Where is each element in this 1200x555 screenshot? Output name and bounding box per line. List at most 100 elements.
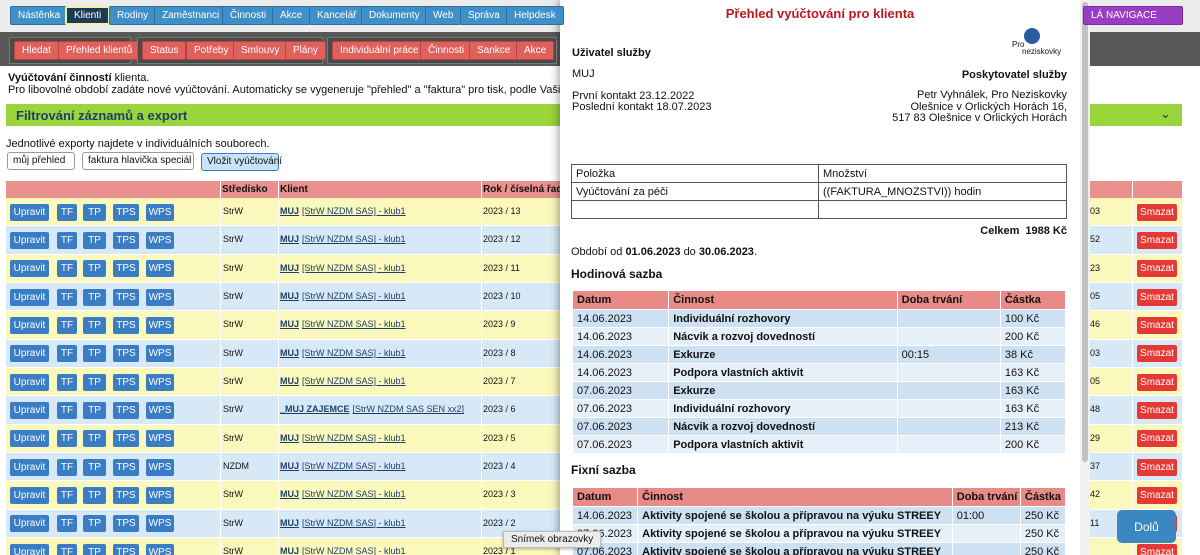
row-button[interactable]: TF xyxy=(57,543,77,555)
row-button[interactable]: TPS xyxy=(113,458,139,476)
row-button[interactable]: TP xyxy=(83,430,106,448)
client-name[interactable]: MUJ xyxy=(280,376,300,387)
row-button[interactable]: WPS xyxy=(146,345,174,363)
sub-nav-button[interactable]: Potřeby xyxy=(186,41,237,60)
delete-button[interactable]: Smazat xyxy=(1137,401,1177,419)
row-button[interactable]: TPS xyxy=(113,203,139,221)
insert-button[interactable]: Vložit vyúčtování xyxy=(201,153,282,171)
sub-nav-button[interactable]: Přehled klientů xyxy=(58,41,141,60)
row-button[interactable]: Upravit xyxy=(10,458,49,476)
row-button[interactable]: TF xyxy=(57,486,77,504)
nav-toggle-button[interactable]: LÁ NAVIGACE xyxy=(1083,6,1183,25)
client-cell[interactable]: _MUJ ZAJEMCE [StrW NZDM SAS SEN xx2] xyxy=(280,404,464,414)
client-detail[interactable]: [StrW NZDM SAS] - klub1 xyxy=(302,517,406,528)
row-button[interactable]: TPS xyxy=(113,486,139,504)
sub-nav-button[interactable]: Sankce xyxy=(469,41,519,60)
row-button[interactable]: TPS xyxy=(113,345,139,363)
delete-button[interactable]: Smazat xyxy=(1137,288,1177,306)
row-button[interactable]: TF xyxy=(57,260,77,278)
client-detail[interactable]: [StrW NZDM SAS] - klub1 xyxy=(302,291,406,302)
row-button[interactable]: Upravit xyxy=(10,401,49,419)
row-button[interactable]: WPS xyxy=(146,373,174,391)
client-detail[interactable]: [StrW NZDM SAS] - klub1 xyxy=(302,432,406,443)
delete-button[interactable]: Smazat xyxy=(1137,203,1177,221)
client-name[interactable]: MUJ xyxy=(280,546,300,555)
row-button[interactable]: TP xyxy=(83,515,106,533)
row-button[interactable]: TPS xyxy=(113,401,139,419)
row-button[interactable]: TP xyxy=(83,458,106,476)
scroll-down-button[interactable]: Dolů xyxy=(1117,510,1176,543)
client-cell[interactable]: MUJ [StrW NZDM SAS] - klub1 xyxy=(280,433,406,443)
row-button[interactable]: TP xyxy=(83,316,106,334)
row-button[interactable]: TPS xyxy=(113,288,139,306)
client-name[interactable]: MUJ xyxy=(280,489,300,500)
row-button[interactable]: WPS xyxy=(146,260,174,278)
client-cell[interactable]: MUJ [StrW NZDM SAS] - klub1 xyxy=(280,206,406,216)
client-name[interactable]: MUJ xyxy=(280,206,300,217)
row-button[interactable]: TPS xyxy=(113,543,139,555)
row-button[interactable]: Upravit xyxy=(10,515,49,533)
row-button[interactable]: TPS xyxy=(113,231,139,249)
client-name[interactable]: MUJ xyxy=(280,291,300,302)
row-button[interactable]: TPS xyxy=(113,430,139,448)
client-detail[interactable]: [StrW NZDM SAS] - klub1 xyxy=(302,461,406,472)
client-name[interactable]: _MUJ ZAJEMCE xyxy=(280,404,350,415)
client-detail[interactable]: [StrW NZDM SAS] - klub1 xyxy=(302,234,406,245)
row-button[interactable]: Upravit xyxy=(10,486,49,504)
scrollbar-thumb[interactable] xyxy=(1082,2,1088,462)
row-button[interactable]: WPS xyxy=(146,316,174,334)
delete-button[interactable]: Smazat xyxy=(1137,458,1177,476)
row-button[interactable]: WPS xyxy=(146,458,174,476)
client-name[interactable]: MUJ xyxy=(280,347,300,358)
nav-button[interactable]: Zaměstnanci xyxy=(154,6,228,25)
row-button[interactable]: TF xyxy=(57,373,77,391)
row-button[interactable]: TP xyxy=(83,260,106,278)
row-button[interactable]: WPS xyxy=(146,543,174,555)
client-name[interactable]: MUJ xyxy=(280,517,300,528)
client-name[interactable]: MUJ xyxy=(280,234,300,245)
sub-nav-button[interactable]: Smlouvy xyxy=(233,41,288,60)
row-button[interactable]: WPS xyxy=(146,401,174,419)
row-button[interactable]: TF xyxy=(57,345,77,363)
template-select[interactable]: faktura hlavička speciál xyxy=(82,152,194,170)
client-detail[interactable]: [StrW NZDM SAS] - klub1 xyxy=(302,546,406,555)
row-button[interactable]: TPS xyxy=(113,373,139,391)
nav-button[interactable]: Web xyxy=(425,6,462,25)
row-button[interactable]: TF xyxy=(57,430,77,448)
client-name[interactable]: MUJ xyxy=(280,432,300,443)
row-button[interactable]: Upravit xyxy=(10,203,49,221)
client-detail[interactable]: [StrW NZDM SAS] - klub1 xyxy=(302,206,406,217)
nav-button[interactable]: Dokumenty xyxy=(361,6,428,25)
nav-button[interactable]: Akce xyxy=(272,6,311,25)
row-button[interactable]: WPS xyxy=(146,515,174,533)
row-button[interactable]: Upravit xyxy=(10,260,49,278)
row-button[interactable]: TF xyxy=(57,401,77,419)
sub-nav-button[interactable]: Individuální práce xyxy=(332,41,427,60)
sub-nav-button[interactable]: Hledat xyxy=(14,41,59,60)
sub-nav-button[interactable]: Činnosti xyxy=(420,41,473,60)
row-button[interactable]: TF xyxy=(57,231,77,249)
row-button[interactable]: Upravit xyxy=(10,345,49,363)
delete-button[interactable]: Smazat xyxy=(1137,543,1177,555)
client-detail[interactable]: [StrW NZDM SAS] - klub1 xyxy=(302,319,406,330)
row-button[interactable]: WPS xyxy=(146,288,174,306)
row-button[interactable]: TPS xyxy=(113,260,139,278)
sub-nav-button[interactable]: Akce xyxy=(516,41,555,60)
view-select[interactable]: můj přehled xyxy=(7,152,75,170)
row-button[interactable]: TP xyxy=(83,231,106,249)
client-name[interactable]: MUJ xyxy=(280,262,300,273)
client-cell[interactable]: MUJ [StrW NZDM SAS] - klub1 xyxy=(280,234,406,244)
client-detail[interactable]: [StrW NZDM SAS] - klub1 xyxy=(302,262,406,273)
nav-button[interactable]: Klienti xyxy=(65,6,111,25)
client-detail[interactable]: [StrW NZDM SAS] - klub1 xyxy=(302,376,406,387)
client-name[interactable]: MUJ xyxy=(280,319,300,330)
delete-button[interactable]: Smazat xyxy=(1137,231,1177,249)
nav-button[interactable]: Helpdesk xyxy=(506,6,564,25)
row-button[interactable]: TP xyxy=(83,288,106,306)
delete-button[interactable]: Smazat xyxy=(1137,260,1177,278)
delete-button[interactable]: Smazat xyxy=(1137,373,1177,391)
sub-nav-button[interactable]: Plány xyxy=(285,41,327,60)
row-button[interactable]: Upravit xyxy=(10,288,49,306)
client-cell[interactable]: MUJ [StrW NZDM SAS] - klub1 xyxy=(280,291,406,301)
row-button[interactable]: TPS xyxy=(113,515,139,533)
